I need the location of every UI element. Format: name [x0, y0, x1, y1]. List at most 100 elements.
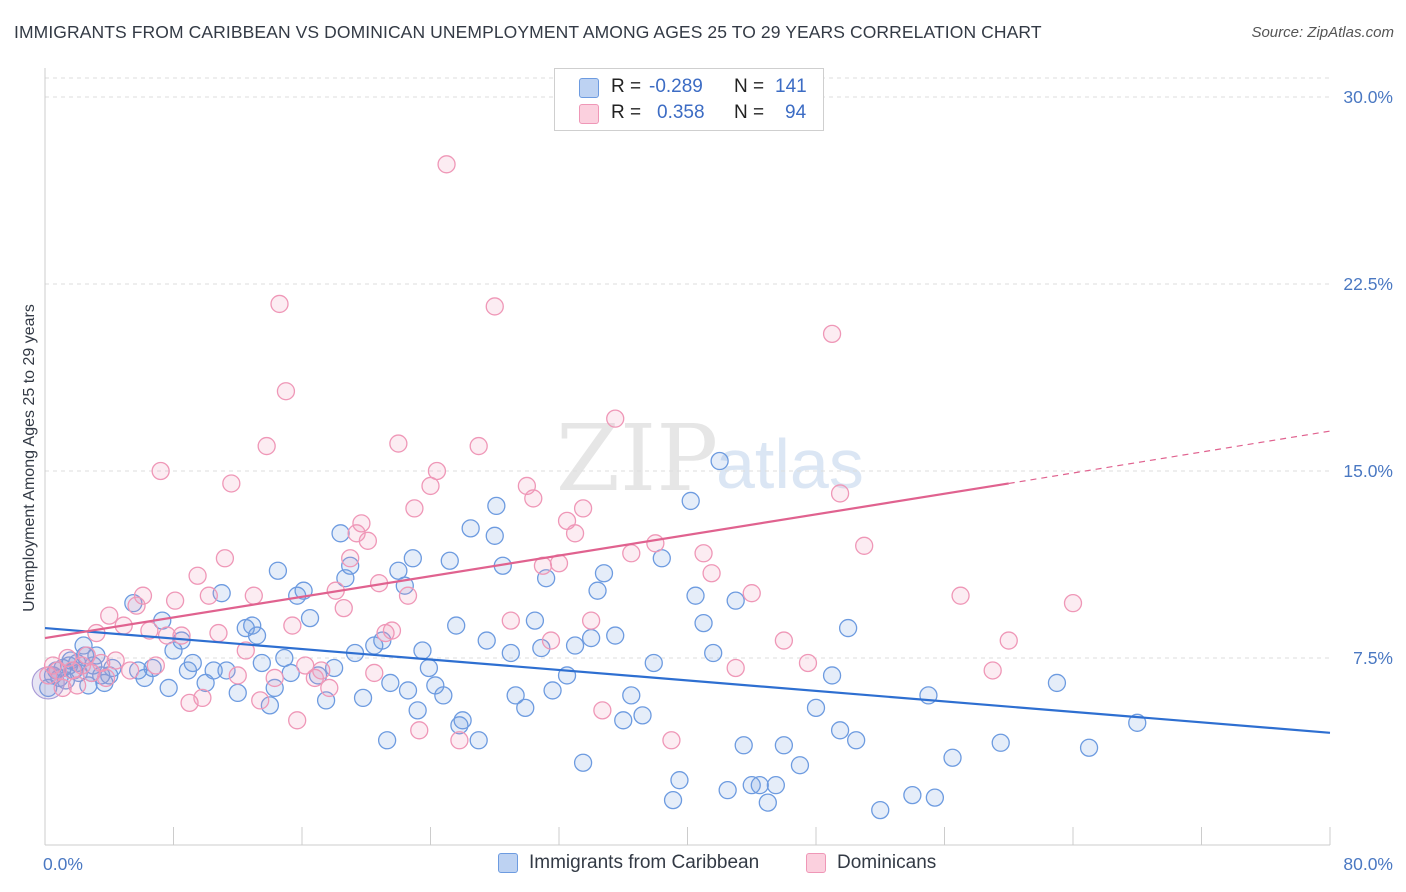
y-tick-label: 7.5%: [1353, 648, 1393, 668]
dominicans-point: [188, 566, 207, 585]
y-tick-label: 15.0%: [1343, 461, 1393, 481]
dominicans-point: [209, 623, 228, 643]
caribbean-point: [573, 753, 593, 772]
dominicans-point: [127, 596, 146, 615]
caribbean-point: [581, 628, 601, 648]
dominicans-point: [67, 676, 87, 695]
watermark: ZIP atlas: [556, 405, 864, 512]
dominicans-point: [694, 544, 713, 563]
caribbean-point: [704, 643, 723, 663]
dominicans-point: [276, 382, 296, 401]
caribbean-point: [1047, 673, 1067, 693]
dominicans-point: [410, 721, 429, 740]
caribbean-point: [228, 683, 247, 703]
caribbean-point: [644, 653, 663, 673]
bottom-legend-label-dominicans: Dominicans: [837, 852, 937, 873]
caribbean-point: [532, 638, 551, 658]
trend-lines: [44, 430, 1331, 734]
dominicans-point: [53, 678, 72, 698]
caribbean-point: [525, 611, 545, 630]
dominicans-point: [146, 656, 165, 675]
dominicans-point: [120, 661, 140, 680]
caribbean-point: [124, 593, 143, 613]
legend-n-value: 94: [785, 102, 807, 123]
bottom-legend-swatch-dominicans: [806, 853, 826, 873]
dominicans-point: [365, 663, 384, 683]
caribbean-point: [633, 706, 652, 725]
caribbean-point: [903, 785, 922, 805]
dominicans-point: [774, 631, 794, 650]
dominicans-point: [96, 668, 116, 688]
dominicans-point: [193, 688, 212, 708]
caribbean-point: [461, 519, 480, 538]
series-caribbean-points: [31, 451, 1147, 820]
dominicans-point: [999, 631, 1018, 650]
dominicans-point: [341, 549, 360, 568]
dominicans-point: [320, 678, 339, 698]
caribbean-point: [331, 524, 350, 543]
caribbean-point: [830, 721, 850, 740]
dominicans-point: [726, 658, 745, 678]
caribbean-point: [806, 698, 826, 718]
caribbean-point: [614, 711, 633, 730]
dominicans-point: [215, 549, 235, 568]
dominicans-point: [581, 611, 601, 630]
caribbean-point: [663, 790, 683, 810]
x-tick-label: 0.0%: [43, 854, 83, 874]
legend: R = -0.289 N = 141 R = 0.358 N = 94: [554, 68, 824, 131]
caribbean-point: [268, 561, 288, 580]
caribbean-point: [686, 586, 705, 605]
caribbean-point: [622, 686, 641, 705]
caribbean-point: [353, 688, 373, 708]
caribbean-point: [143, 658, 162, 678]
caribbean-point: [838, 618, 858, 638]
caribbean-point: [588, 581, 607, 600]
dominicans-point: [646, 534, 665, 553]
dominicans-point: [244, 586, 263, 605]
dominicans-point: [358, 531, 378, 550]
bottom-legend-swatch-caribbean: [498, 853, 518, 873]
legend-swatch-caribbean: [579, 78, 599, 98]
dominicans-point: [222, 474, 241, 493]
caribbean-point: [434, 686, 453, 705]
caribbean-point: [252, 653, 271, 673]
caribbean-point: [847, 731, 866, 750]
dominicans-point: [305, 668, 325, 688]
caribbean-point: [217, 661, 236, 680]
dominicans-point: [389, 434, 408, 453]
dominicans-point: [822, 324, 842, 344]
caribbean-point: [871, 800, 890, 820]
caribbean-point: [453, 711, 472, 730]
dominicans-point: [622, 544, 641, 563]
caribbean-point: [506, 686, 525, 705]
dominicans-point: [100, 606, 119, 625]
watermark-zip: ZIP: [556, 405, 718, 512]
dominicans-point: [48, 661, 67, 680]
dominicans-point: [257, 436, 276, 456]
dominicans-point: [106, 651, 125, 670]
dominicans-point: [951, 586, 970, 605]
caribbean-point: [341, 556, 360, 575]
dominicans-point: [427, 461, 447, 481]
dominicans-point: [270, 294, 289, 314]
dominicans-point: [199, 586, 218, 605]
dominicans-point: [565, 524, 585, 543]
legend-r-value: 0.358: [657, 102, 705, 123]
y-tick-label: 22.5%: [1343, 274, 1393, 294]
dominicans-point: [334, 598, 353, 618]
dominicans-point: [593, 701, 612, 720]
caribbean-point: [398, 681, 418, 700]
caribbean-point: [377, 731, 397, 750]
dominicans-point: [251, 691, 270, 710]
caribbean-point: [790, 756, 810, 775]
caribbean-point: [565, 636, 585, 655]
caribbean-point: [718, 780, 737, 800]
grid-lines: [45, 77, 1330, 659]
dominicans-point: [236, 641, 255, 660]
dominicans-point: [157, 626, 177, 645]
caribbean-point: [734, 736, 753, 755]
y-tick-label: 30.0%: [1343, 87, 1393, 107]
caribbean-point: [943, 748, 962, 767]
dominicans-point: [830, 484, 850, 503]
